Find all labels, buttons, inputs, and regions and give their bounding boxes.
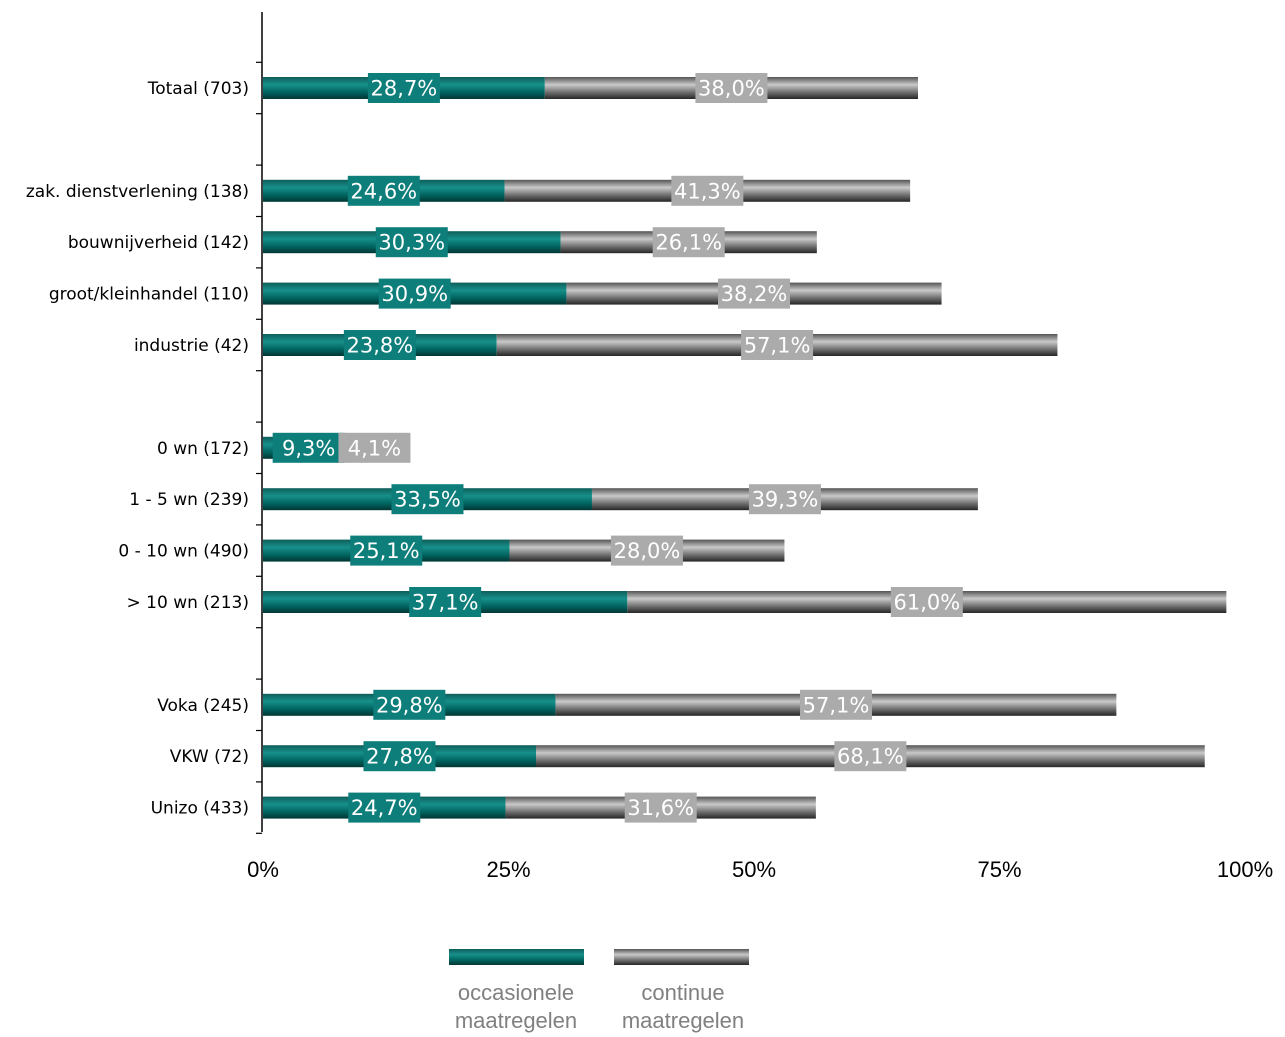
data-label-occasional: 33,5% xyxy=(394,488,461,512)
data-label-occasional: 27,8% xyxy=(366,745,433,769)
data-label-occasional: 24,6% xyxy=(350,179,417,203)
data-label-continuous-bg xyxy=(741,330,814,360)
x-tick-label: 75% xyxy=(977,857,1021,882)
category-label: VKW (72) xyxy=(170,747,249,767)
data-label-occasional: 37,1% xyxy=(412,591,479,615)
data-labels: 28,7% 38,0% 24,6% 41,3% 30,3% 26,1% 30,9% 38,2%… xyxy=(272,73,963,823)
legend: occasionele maatregelen continue maatreg… xyxy=(449,949,749,1033)
data-label-continuous: 68,1% xyxy=(837,745,904,769)
data-label-occasional: 24,7% xyxy=(351,796,418,820)
y-axis-ticks xyxy=(256,61,262,834)
x-tick-label: 100% xyxy=(1217,857,1273,882)
data-label-continuous: 41,3% xyxy=(674,179,741,203)
category-label: 1 - 5 wn (239) xyxy=(129,490,249,510)
data-label-continuous: 26,1% xyxy=(655,231,722,255)
category-label: > 10 wn (213) xyxy=(127,593,249,613)
category-label: industrie (42) xyxy=(134,336,249,356)
data-label-continuous-bg xyxy=(799,689,872,720)
data-label-continuous: 4,1% xyxy=(348,436,401,460)
legend-label-continuous-line1: continue xyxy=(641,980,724,1005)
data-label-occasional: 28,7% xyxy=(371,77,438,101)
x-tick-label: 50% xyxy=(732,857,776,882)
data-label-continuous-bg xyxy=(610,535,683,566)
data-label-occasional: 9,3% xyxy=(282,436,335,460)
data-label-continuous-bg xyxy=(624,792,697,823)
data-label-continuous: 39,3% xyxy=(752,488,819,512)
data-label-occasional: 23,8% xyxy=(346,334,413,358)
data-label-occasional-bg xyxy=(272,432,345,463)
data-label-occasional-bg xyxy=(367,73,440,103)
data-label-occasional: 30,3% xyxy=(378,231,445,255)
category-label: Voka (245) xyxy=(157,696,249,716)
legend-label-occasional-line1: occasionele xyxy=(458,980,574,1005)
data-label-occasional-bg xyxy=(347,175,420,206)
data-label-occasional-bg xyxy=(378,278,451,309)
category-label: 0 wn (172) xyxy=(157,439,249,459)
data-label-continuous: 38,2% xyxy=(721,282,788,306)
data-label-occasional-bg xyxy=(375,227,448,258)
category-label: Totaal (703) xyxy=(147,79,249,99)
data-label-occasional-bg xyxy=(348,792,421,823)
data-label-continuous-bg xyxy=(718,278,790,309)
data-label-continuous: 38,0% xyxy=(698,77,765,101)
data-label-occasional: 29,8% xyxy=(376,693,443,717)
data-label-continuous-bg xyxy=(338,432,411,463)
category-label: 0 - 10 wn (490) xyxy=(118,542,249,562)
x-tick-label: 0% xyxy=(247,857,279,882)
x-tick-label: 25% xyxy=(486,857,530,882)
data-label-occasional: 30,9% xyxy=(381,282,448,306)
data-label-continuous: 28,0% xyxy=(614,539,681,563)
data-label-occasional: 25,1% xyxy=(353,539,420,563)
data-label-continuous-bg xyxy=(671,175,744,206)
data-label-continuous-bg xyxy=(890,587,963,617)
data-label-continuous: 31,6% xyxy=(627,796,694,820)
data-label-continuous: 61,0% xyxy=(893,591,960,615)
legend-label-occasional-line2: maatregelen xyxy=(455,1008,577,1033)
data-label-continuous-bg xyxy=(695,73,768,103)
data-label-continuous: 57,1% xyxy=(803,693,870,717)
data-label-occasional-bg xyxy=(363,741,436,772)
legend-swatch-occasional xyxy=(449,949,584,965)
data-label-occasional-bg xyxy=(373,689,446,720)
category-label: zak. dienstverlening (138) xyxy=(26,182,249,202)
category-label: Unizo (433) xyxy=(151,799,249,819)
category-labels: Totaal (703) zak. dienstverlening (138) bo… xyxy=(26,79,249,819)
data-label-occasional-bg xyxy=(391,484,464,515)
category-label: bouwnijverheid (142) xyxy=(68,233,249,253)
data-label-occasional-bg xyxy=(343,330,416,360)
legend-swatch-continuous xyxy=(614,949,749,965)
data-label-continuous-bg xyxy=(834,741,907,772)
legend-label-continuous-line2: maatregelen xyxy=(622,1008,744,1033)
category-label: groot/kleinhandel (110) xyxy=(49,285,249,305)
data-label-continuous: 57,1% xyxy=(744,334,811,358)
data-label-occasional-bg xyxy=(409,587,482,617)
data-label-continuous-bg xyxy=(748,484,821,515)
data-label-occasional-bg xyxy=(350,535,423,566)
data-label-continuous-bg xyxy=(652,227,725,258)
x-axis-tick-labels: 0% 25% 50% 75% 100% xyxy=(247,857,1273,882)
